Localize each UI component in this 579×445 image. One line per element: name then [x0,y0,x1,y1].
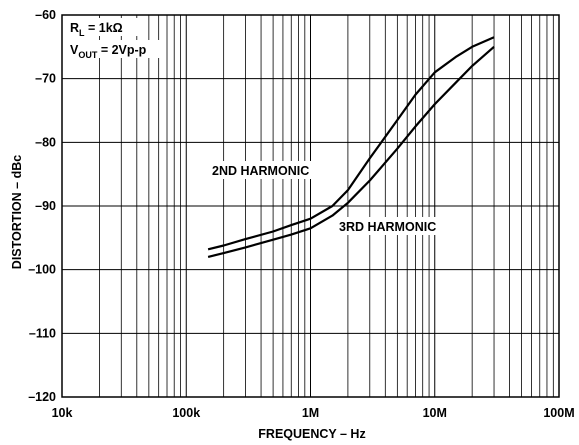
y-tick-label: –90 [35,199,56,213]
x-tick-labels: 10k 100k 1M 10M 100M [52,406,575,420]
y-tick-label: –100 [28,263,56,277]
y-tick-label: –60 [35,8,56,22]
y-tick-label: –80 [35,135,56,149]
x-tick-label: 100k [172,406,200,420]
x-tick-label: 10k [52,406,73,420]
y-axis-label: DISTORTION – dBc [10,155,24,269]
rl-annotation-bg [68,18,148,36]
y-tick-label: –70 [35,72,56,86]
x-tick-label: 1M [302,406,319,420]
label-2nd-bg [209,161,335,179]
label-2nd-harmonic: 2ND HARMONIC [212,164,309,178]
plot-frame [61,14,560,398]
x-tick-label: 10M [423,406,447,420]
label-3rd-bg [336,217,463,235]
series-line-3rd-harmonic [207,45,495,258]
series-line-2nd-harmonic [207,36,495,251]
x-axis-label: FREQUENCY – Hz [258,427,365,441]
x-tick-label: 100M [543,406,574,420]
vout-annotation: VOUT = 2Vp-p [70,43,147,60]
y-tick-labels: –60 –70 –80 –90 –100 –110 –120 [28,8,56,404]
vout-annotation-bg [68,40,166,58]
rl-annotation: RL = 1kΩ [70,21,123,38]
grid [62,15,559,397]
y-tick-label: –110 [29,326,56,340]
y-tick-label: –120 [28,390,56,404]
series-group [207,36,495,258]
label-3rd-harmonic: 3RD HARMONIC [339,220,436,234]
